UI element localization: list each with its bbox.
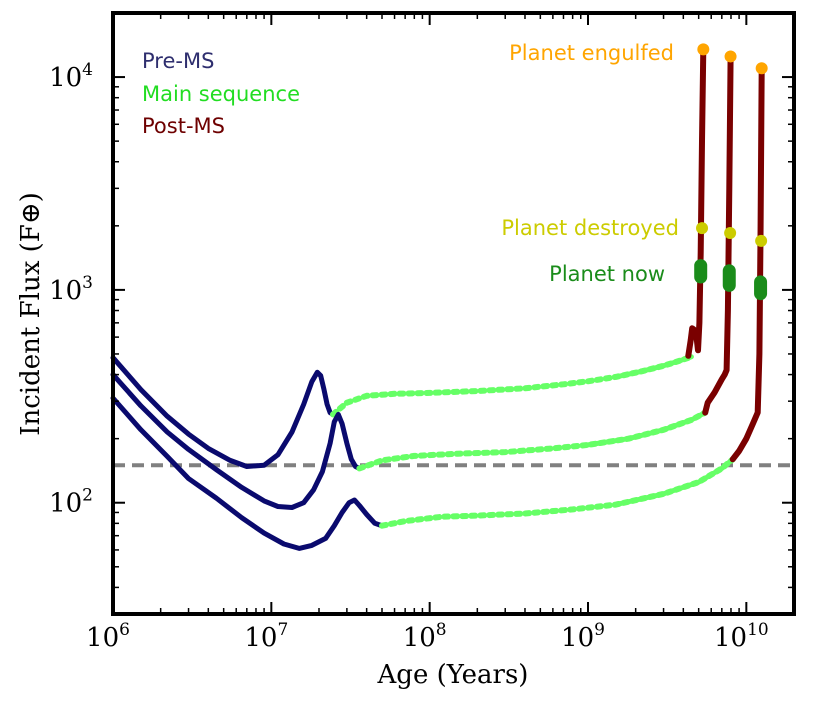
legend-main-sequence: Main sequence	[142, 82, 300, 106]
planet-destroyed-marker-3	[755, 234, 768, 247]
planet-engulfed-marker-2	[724, 50, 737, 63]
y-tick-exponent-2: 4	[82, 60, 93, 80]
plot-frame	[111, 11, 796, 616]
y-axis-label: Incident Flux (F⊕)	[16, 192, 46, 436]
y-tick-exponent-0: 2	[82, 486, 93, 506]
series-group	[110, 46, 765, 551]
main-sequence-tail-2	[585, 410, 708, 448]
main-sequence-tail-3	[613, 456, 736, 508]
annotation-planet-destroyed: Planet destroyed	[501, 216, 679, 240]
x-tick-exponent-2: 8	[436, 620, 447, 640]
planet-engulfed-marker-1	[697, 43, 710, 56]
legend-pre-ms: Pre-MS	[142, 49, 214, 73]
marker-group	[694, 43, 768, 301]
x-tick-label-3: 109	[561, 620, 605, 653]
planet-destroyed-marker-2	[724, 227, 737, 240]
y-tick-exponent-1: 3	[82, 273, 93, 293]
annotations: Planet engulfed Planet destroyed Planet …	[501, 41, 679, 286]
annotation-planet-engulfed: Planet engulfed	[509, 41, 674, 65]
x-tick-exponent-0: 6	[119, 620, 130, 640]
pre-ms-line-3	[110, 395, 385, 551]
x-axis-label: Age (Years)	[377, 660, 529, 690]
pre-ms-line-2	[110, 372, 362, 510]
legend-post-ms: Post-MS	[142, 114, 225, 138]
x-tick-exponent-1: 7	[277, 620, 288, 640]
planet-engulfed-marker-3	[755, 62, 768, 75]
planet-destroyed-marker-1	[696, 222, 709, 235]
post-ms-line-3	[729, 65, 765, 463]
legend: Pre-MS Main sequence Post-MS	[142, 49, 300, 138]
x-tick-exponent-4: 10	[747, 620, 769, 640]
x-tick-exponent-3: 9	[594, 620, 605, 640]
pre-ms-line-1	[110, 355, 336, 469]
post-ms-line-1	[685, 46, 707, 359]
main-sequence-tail-1	[613, 354, 694, 380]
annotation-planet-now: Planet now	[549, 262, 665, 286]
